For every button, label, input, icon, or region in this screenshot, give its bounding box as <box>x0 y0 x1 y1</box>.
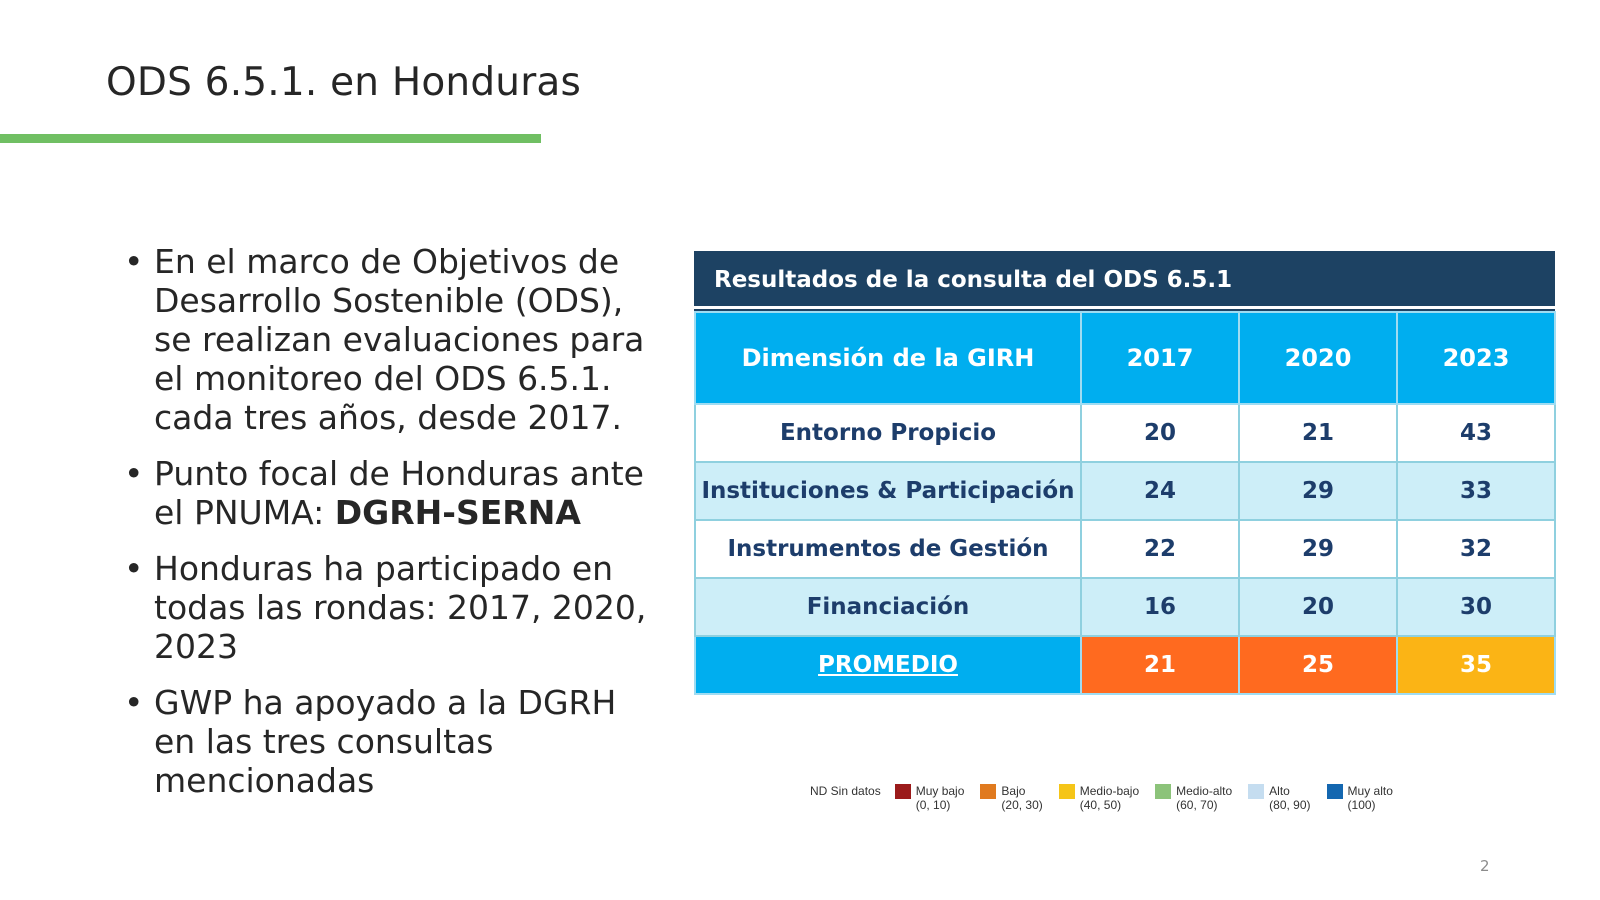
legend-label: Medio-alto <box>1176 784 1233 798</box>
table-row: Instituciones & Participación 24 29 33 <box>694 461 1556 521</box>
header-year: 2017 <box>1080 311 1240 405</box>
average-value: 25 <box>1238 635 1398 695</box>
legend-swatch <box>1058 784 1075 799</box>
bullet-text: En el marco de Objetivos de Desarrollo S… <box>154 242 645 437</box>
row-value: 29 <box>1238 519 1398 579</box>
row-value: 20 <box>1238 577 1398 637</box>
score-legend: ND Sin datos Muy bajo (0, 10) Bajo (20, 30… <box>810 784 1409 812</box>
legend-label: Alto <box>1269 784 1290 798</box>
legend-swatch <box>980 784 997 799</box>
row-value: 43 <box>1396 403 1556 463</box>
bullet-item: En el marco de Objetivos de Desarrollo S… <box>124 242 654 437</box>
average-value: 21 <box>1080 635 1240 695</box>
table-row: Entorno Propicio 20 21 43 <box>694 403 1556 463</box>
table-row: Financiación 16 20 30 <box>694 577 1556 637</box>
bullet-item: Honduras ha participado en todas las ron… <box>124 549 654 666</box>
legend-label: Muy bajo <box>915 784 965 798</box>
legend-item: Muy bajo (0, 10) <box>894 784 965 812</box>
average-label-text: PROMEDIO <box>818 652 958 678</box>
bullet-list: En el marco de Objetivos de Desarrollo S… <box>124 242 654 817</box>
row-dimension: Instrumentos de Gestión <box>694 519 1082 579</box>
row-value: 22 <box>1080 519 1240 579</box>
header-year: 2023 <box>1396 311 1556 405</box>
legend-swatch <box>1326 784 1343 799</box>
legend-swatch <box>894 784 911 799</box>
header-dimension: Dimensión de la GIRH <box>694 311 1082 405</box>
legend-swatch <box>1248 784 1265 799</box>
average-value: 35 <box>1396 635 1556 695</box>
legend-range: (20, 30) <box>1001 798 1043 812</box>
bullet-item: Punto focal de Honduras ante el PNUMA: D… <box>124 454 654 532</box>
page-number: 2 <box>1480 857 1490 875</box>
bullet-text: Honduras ha participado en todas las ron… <box>154 549 647 666</box>
legend-item: Medio-alto (60, 70) <box>1155 784 1232 812</box>
results-table: Dimensión de la GIRH 2017 2020 2023 Ento… <box>694 311 1556 695</box>
row-value: 30 <box>1396 577 1556 637</box>
bullet-text: Punto focal de Honduras ante el PNUMA: <box>154 454 644 532</box>
row-dimension: Financiación <box>694 577 1082 637</box>
table-row: Instrumentos de Gestión 22 29 32 <box>694 519 1556 579</box>
bullet-text: GWP ha apoyado a la DGRH en las tres con… <box>154 683 617 800</box>
table-caption: Resultados de la consulta del ODS 6.5.1 <box>694 251 1555 309</box>
header-year: 2020 <box>1238 311 1398 405</box>
legend-label: Bajo <box>1001 784 1026 798</box>
bullet-item: GWP ha apoyado a la DGRH en las tres con… <box>124 683 654 800</box>
slide-title: ODS 6.5.1. en Honduras <box>106 60 582 105</box>
row-dimension: Entorno Propicio <box>694 403 1082 463</box>
legend-swatch <box>1155 784 1172 799</box>
legend-nd: ND Sin datos <box>810 784 881 798</box>
legend-range: (0, 10) <box>915 798 951 812</box>
legend-range: (40, 50) <box>1079 798 1122 812</box>
row-value: 21 <box>1238 403 1398 463</box>
bullet-bold-text: DGRH-SERNA <box>334 493 581 532</box>
table-header-row: Dimensión de la GIRH 2017 2020 2023 <box>694 311 1556 405</box>
results-table-panel: Resultados de la consulta del ODS 6.5.1 … <box>694 251 1556 695</box>
row-value: 16 <box>1080 577 1240 637</box>
row-value: 24 <box>1080 461 1240 521</box>
average-row: PROMEDIO 21 25 35 <box>694 635 1556 695</box>
legend-range: (100) <box>1347 798 1376 812</box>
legend-label: Muy alto <box>1347 784 1393 798</box>
title-underline <box>0 134 541 143</box>
legend-item: Alto (80, 90) <box>1248 784 1311 812</box>
row-value: 20 <box>1080 403 1240 463</box>
average-label: PROMEDIO <box>694 635 1082 695</box>
legend-range: (60, 70) <box>1176 798 1218 812</box>
legend-item: Muy alto (100) <box>1326 784 1393 812</box>
row-value: 32 <box>1396 519 1556 579</box>
row-dimension: Instituciones & Participación <box>694 461 1082 521</box>
row-value: 33 <box>1396 461 1556 521</box>
legend-range: (80, 90) <box>1269 798 1311 812</box>
legend-label: Medio-bajo <box>1079 784 1140 798</box>
legend-item: Medio-bajo (40, 50) <box>1058 784 1140 812</box>
row-value: 29 <box>1238 461 1398 521</box>
legend-item: Bajo (20, 30) <box>980 784 1043 812</box>
